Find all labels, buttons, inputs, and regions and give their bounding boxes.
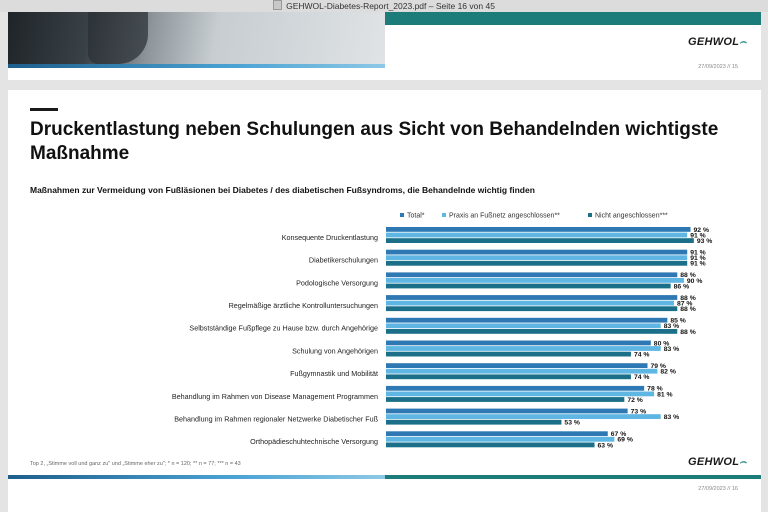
bar — [386, 317, 668, 323]
value-label: 73 % — [631, 408, 647, 415]
category-label: Diabetikerschulungen — [309, 256, 378, 265]
value-label: 74 % — [634, 352, 650, 359]
value-label: 83 % — [664, 414, 680, 421]
page-date: 27/09/2023 // 16 — [698, 486, 738, 492]
category-label: Selbstständige Fußpflege zu Hause bzw. d… — [189, 324, 378, 333]
bar — [386, 374, 631, 380]
bar-chart: Total* Praxis an Fußnetz angeschlossen** N… — [172, 213, 713, 450]
bar — [386, 329, 678, 334]
bar — [386, 227, 691, 232]
footnote: Top 2, „Stimme voll und ganz zu" und „St… — [30, 461, 241, 467]
bar — [386, 391, 655, 397]
legend-swatch — [400, 213, 404, 217]
value-label: 88 % — [680, 329, 696, 336]
value-label: 81 % — [657, 391, 673, 398]
value-label: 91 % — [690, 255, 706, 262]
footer-stripe — [8, 475, 761, 479]
value-label: 83 % — [664, 346, 680, 353]
bar — [386, 249, 688, 255]
bar — [386, 323, 661, 329]
previous-page: GEHWOL⌢ 27/09/2023 // 15 — [8, 12, 761, 80]
category-label: Regelmäßige ärztliche Kontrolluntersuchu… — [229, 301, 378, 310]
value-label: 93 % — [697, 238, 713, 245]
bar — [386, 368, 658, 374]
value-label: 72 % — [627, 397, 643, 404]
legend-label: Praxis an Fußnetz angeschlossen** — [449, 213, 560, 220]
value-label: 79 % — [650, 363, 666, 370]
bar — [386, 397, 625, 402]
value-label: 92 % — [694, 227, 710, 234]
bar — [386, 295, 678, 300]
pdf-file-icon — [273, 0, 283, 10]
bar — [386, 431, 608, 437]
window-titlebar: GEHWOL-Diabetes-Report_2023.pdf – Seite … — [0, 0, 768, 12]
bar — [386, 238, 694, 243]
bar — [386, 272, 678, 278]
title-accent-line — [30, 108, 58, 111]
category-label: Orthopädieschuhtechnische Versorgung — [250, 437, 378, 446]
bar — [386, 278, 684, 283]
legend-label: Nicht angeschlossen*** — [595, 213, 668, 220]
window-title: GEHWOL-Diabetes-Report_2023.pdf – Seite … — [286, 1, 495, 11]
bar — [386, 436, 615, 442]
value-label: 91 % — [690, 232, 706, 239]
bar — [386, 300, 674, 306]
bar — [386, 442, 595, 448]
value-label: 78 % — [647, 386, 663, 393]
bar — [386, 385, 645, 391]
value-label: 87 % — [677, 301, 693, 308]
bar — [386, 419, 562, 425]
value-label: 88 % — [680, 272, 696, 279]
value-label: 85 % — [670, 318, 686, 325]
bar — [386, 306, 678, 312]
bar — [386, 232, 688, 238]
bar — [386, 414, 661, 419]
bar — [386, 363, 648, 368]
legend-swatch — [442, 213, 446, 217]
category-label: Schulung von Angehörigen — [292, 346, 378, 355]
header-green-stripe — [385, 12, 761, 25]
bar — [386, 408, 628, 414]
gehwol-logo: GEHWOL⌢ — [688, 456, 747, 468]
gehwol-logo: GEHWOL⌢ — [688, 36, 747, 48]
bar — [386, 260, 688, 266]
value-label: 91 % — [690, 261, 706, 268]
category-label: Behandlung im Rahmen regionaler Netzwerk… — [174, 415, 378, 424]
bar — [386, 340, 651, 346]
chart-subtitle: Maßnahmen zur Vermeidung von Fußläsionen… — [30, 185, 535, 195]
page-date: 27/09/2023 // 15 — [698, 64, 738, 70]
value-label: 53 % — [564, 420, 580, 427]
bar — [386, 351, 631, 357]
value-label: 88 % — [680, 306, 696, 313]
category-label: Behandlung im Rahmen von Disease Managem… — [172, 392, 378, 401]
value-label: 63 % — [598, 442, 614, 449]
value-label: 83 % — [664, 323, 680, 330]
value-label: 91 % — [690, 250, 706, 257]
value-label: 82 % — [660, 369, 676, 376]
header-blue-stripe — [8, 64, 385, 68]
value-label: 86 % — [674, 283, 690, 290]
bar — [386, 283, 671, 289]
value-label: 67 % — [611, 431, 627, 438]
category-label: Podologische Versorgung — [296, 278, 378, 287]
bar — [386, 346, 661, 351]
page-title: Druckentlastung neben Schulungen aus Sic… — [30, 119, 719, 164]
legend-label: Total* — [407, 213, 425, 220]
bar — [386, 255, 688, 261]
header-photo — [8, 12, 385, 64]
legend-swatch — [588, 213, 592, 217]
value-label: 90 % — [687, 278, 703, 285]
value-label: 74 % — [634, 374, 650, 381]
current-page: Druckentlastung neben Schulungen aus Sic… — [8, 90, 761, 512]
value-label: 80 % — [654, 340, 670, 347]
category-label: Konsequente Druckentlastung — [282, 233, 378, 242]
value-label: 88 % — [680, 295, 696, 302]
value-label: 69 % — [617, 437, 633, 444]
category-label: Fußgymnastik und Mobilität — [290, 369, 378, 378]
